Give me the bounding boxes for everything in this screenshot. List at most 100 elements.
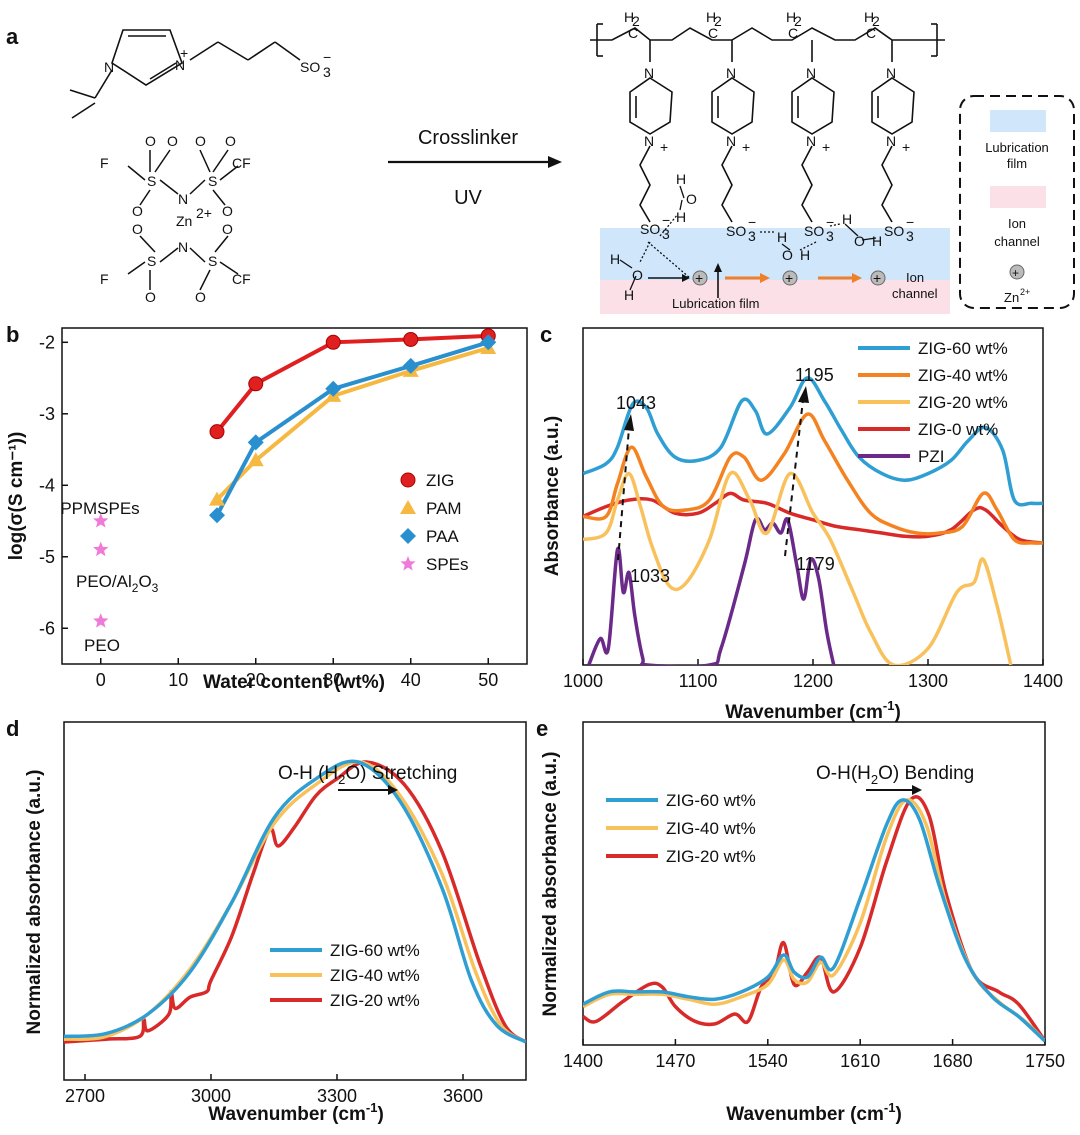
ion-path-arrowhead-in: [682, 274, 690, 282]
x-tick-label: 1470: [655, 1051, 695, 1071]
reaction-label-crosslinker: Crosslinker: [418, 127, 518, 149]
legend-label-zig-60-wt-: ZIG-60 wt%: [330, 941, 420, 960]
legend-label-zig-40-wt-: ZIG-40 wt%: [330, 966, 420, 985]
x-axis-title-b: Water content (wt%): [203, 672, 385, 693]
point-zig: [209, 424, 225, 440]
water3-h2: H: [800, 247, 810, 263]
legend-marker-pam: [400, 500, 416, 514]
y-axis-title-c: Absorbance (a.u.): [542, 416, 563, 576]
zn-ions: [692, 270, 886, 286]
salt-o10: O: [195, 289, 206, 305]
backbone-c3: C: [788, 25, 798, 41]
peak-label-1179: 1179: [796, 554, 835, 574]
annotation-peo: PEO: [84, 636, 120, 655]
legend-label-pzi: PZI: [918, 447, 944, 466]
x-tick-label: 1200: [793, 671, 833, 691]
series-line-zig-60-wt-: [64, 759, 526, 1044]
monomer-n2: N: [175, 57, 185, 73]
panel-d: d 2700 3000 3300 3600 O-H (H2O) Stretching …: [6, 716, 527, 1125]
legend-label-zig-0-wt-: ZIG-0 wt%: [918, 420, 998, 439]
annotation-peo-al2o3: PEO/Al2O3: [76, 572, 159, 595]
so3-2-minus: −: [748, 214, 756, 230]
x-tick-label: 2700: [65, 1086, 105, 1106]
water4-h1: H: [842, 211, 852, 227]
y-tick-label: -3: [39, 404, 55, 424]
salt-o3: O: [195, 133, 206, 149]
backbone-c2: C: [708, 25, 718, 41]
legend-zn-marker: [1009, 264, 1025, 280]
side-n-bottom-3: N: [806, 133, 816, 149]
point-spes: [93, 613, 109, 628]
y-tick-label: -5: [39, 547, 55, 567]
so3-2-sub: 3: [748, 228, 756, 244]
legend-label-zig-60-wt-: ZIG-60 wt%: [666, 791, 756, 810]
series-line-zig-20-wt-: [583, 795, 1045, 1043]
backbone-h2-4: H: [864, 9, 874, 25]
zn-tfsi-structure: [127, 149, 239, 291]
y-axis-title-b: log(σ(S cm⁻¹)): [6, 432, 27, 561]
bending-arrowhead: [912, 785, 922, 795]
salt-o6: O: [222, 203, 233, 219]
legend-lubrication-1: Lubrication: [985, 140, 1049, 155]
salt-o8: O: [222, 221, 233, 237]
peak-label-1195: 1195: [795, 365, 834, 385]
y-tick-label: -4: [39, 475, 55, 495]
monomer-plus: +: [180, 45, 188, 61]
panel-label-e: e: [536, 716, 548, 741]
zn-ion-plus-3: +: [873, 270, 881, 286]
x-tick-label: 1680: [933, 1051, 973, 1071]
water2-o: O: [632, 267, 643, 283]
salt-zn-charge: 2+: [196, 205, 212, 221]
backbone-h2-3: H: [786, 9, 796, 25]
side-n-top-3: N: [806, 65, 816, 81]
axis-ticks-c: 1000 1100 1200 1300 1400: [563, 659, 1063, 691]
water3-h1: H: [777, 229, 787, 245]
polymer-backbone: [590, 23, 945, 62]
reaction-arrowhead: [548, 156, 562, 168]
series-line-zig-40-wt-: [583, 412, 1043, 545]
backbone-h2-1-sub: 2: [632, 13, 640, 29]
annotation-oh-bending: O-H(H2O) Bending: [816, 763, 974, 787]
side-n-bottom-2: N: [726, 133, 736, 149]
side-plus-2: +: [742, 139, 750, 155]
salt-s1: S: [147, 173, 156, 189]
axis-ticks-d: 2700 3000 3300 3600: [65, 1074, 483, 1106]
water4-o: O: [854, 233, 865, 249]
water3-o: O: [782, 247, 793, 263]
so3-1-sub: 3: [662, 226, 670, 242]
point-pam: [209, 491, 225, 506]
salt-f3c-2: F: [100, 271, 109, 287]
side-n-bottom-1: N: [644, 133, 654, 149]
water1-h1: H: [676, 171, 686, 187]
legend-ion-1: Ion: [1008, 216, 1026, 231]
point-pam: [247, 452, 264, 467]
x-tick-label: 50: [478, 670, 498, 690]
x-tick-label: 20: [246, 670, 266, 690]
legend-label-zig-40-wt-: ZIG-40 wt%: [918, 366, 1008, 385]
legend-e: ZIG-60 wt% ZIG-40 wt% ZIG-20 wt%: [606, 791, 756, 866]
salt-s2: S: [208, 173, 217, 189]
series-line-pzi: [587, 516, 836, 665]
point-paa: [209, 507, 225, 524]
y-axis-title-d: Normalized absorbance (a.u.): [24, 769, 45, 1034]
x-axis-title-d: Wavenumber (cm-1): [208, 1100, 384, 1125]
x-tick-label: 3600: [443, 1086, 483, 1106]
point-zig: [248, 376, 264, 392]
monomer-structure: [69, 29, 301, 119]
peak-shift-arrows-c: [617, 386, 809, 561]
so3-4-minus: −: [906, 214, 914, 230]
water2-h2: H: [624, 287, 634, 303]
so3-2: SO: [726, 223, 746, 239]
point-zig: [325, 334, 341, 350]
so3-1: SO: [640, 221, 660, 237]
lubrication-band: [600, 228, 950, 280]
x-tick-label: 1400: [1023, 671, 1063, 691]
backbone-c1: C: [628, 25, 638, 41]
axis-ticks-e: 1400 1470 1540 1610 1680 1750: [563, 1039, 1065, 1071]
water1-h2: H: [676, 209, 686, 225]
panel-label-c: c: [540, 322, 552, 347]
axis-ticks-b: 0 10 20 30 40 50 -2 -3 -4 -5 -6: [39, 332, 498, 690]
side-plus-3: +: [822, 139, 830, 155]
water-hbonds: [619, 185, 877, 291]
